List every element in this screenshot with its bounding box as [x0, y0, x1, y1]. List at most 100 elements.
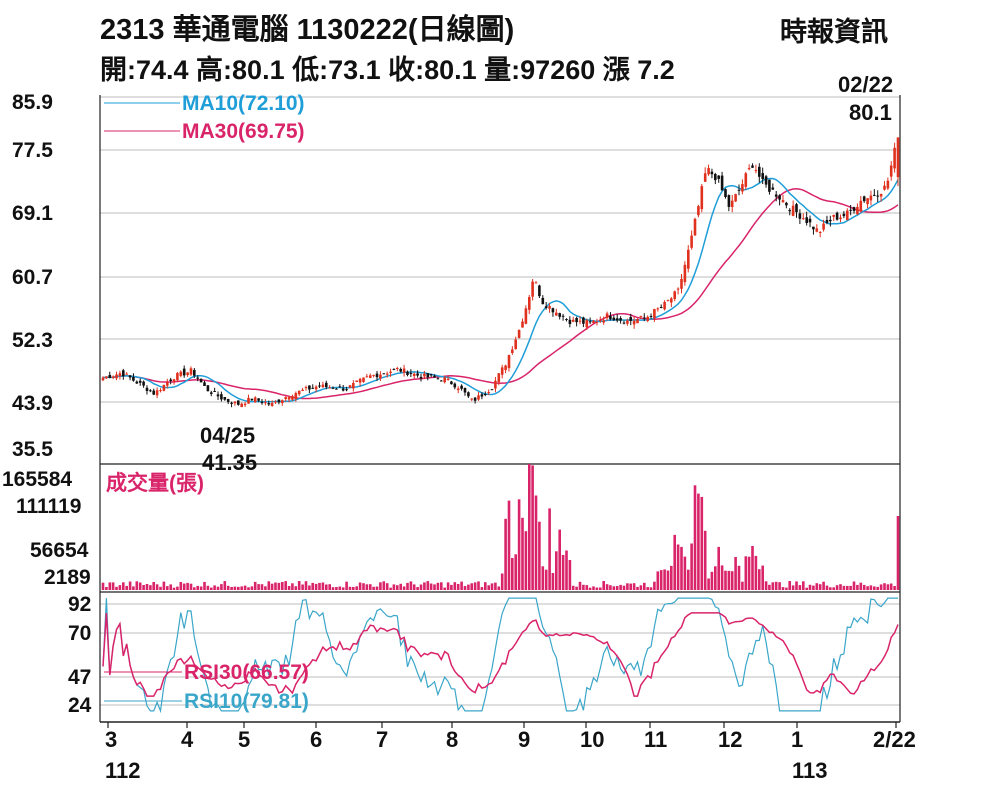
- candle-body: [602, 320, 605, 323]
- volume-bar: [352, 587, 355, 590]
- candle-body: [893, 147, 896, 169]
- rsi-tick-label: 47: [68, 666, 91, 689]
- candle-body: [582, 317, 585, 324]
- candle-body: [889, 165, 893, 177]
- volume-bar: [680, 546, 683, 590]
- volume-bar: [375, 586, 379, 590]
- candle-body: [325, 382, 328, 388]
- candle-body: [135, 381, 139, 384]
- volume-bar: [842, 585, 846, 590]
- volume-bar: [599, 587, 602, 590]
- volume-bar: [673, 534, 676, 590]
- candle-body: [314, 386, 318, 390]
- y-tick-label: 52.3: [12, 329, 53, 352]
- volume-bar: [856, 584, 859, 590]
- candle-body: [243, 403, 247, 406]
- volume-bar: [277, 582, 281, 590]
- volume-bar: [122, 582, 125, 590]
- volume-bar: [470, 583, 473, 590]
- chart-title: 2313 華通電腦 1130222(日線圖): [100, 14, 515, 46]
- candle-body: [125, 373, 128, 375]
- candle-body: [693, 218, 697, 236]
- candle-body: [443, 377, 446, 383]
- volume-bar: [744, 556, 748, 590]
- volume-bar: [281, 582, 284, 590]
- volume-bar: [362, 583, 365, 590]
- volume-bar: [700, 496, 704, 590]
- candle-body: [128, 375, 132, 378]
- candle-body: [588, 321, 592, 323]
- candle-body: [142, 381, 145, 386]
- volume-bar: [355, 586, 358, 590]
- x-tick-label: 12: [718, 727, 742, 752]
- volume-bar: [149, 585, 152, 590]
- candle-body: [846, 210, 849, 221]
- candle-body: [649, 316, 653, 317]
- volume-bar: [859, 582, 863, 590]
- volume-bar: [629, 583, 632, 590]
- volume-bar: [189, 583, 193, 590]
- candle-body: [375, 373, 379, 378]
- volume-bar: [524, 531, 528, 590]
- x-tick-label: 5: [238, 727, 250, 752]
- candle-body: [710, 171, 714, 175]
- candle-body: [216, 394, 220, 397]
- volume-bar: [494, 582, 497, 590]
- volume-bar: [778, 582, 781, 590]
- volume-bar: [720, 565, 724, 590]
- volume-bar: [636, 586, 639, 590]
- candle-body: [507, 355, 511, 369]
- candle-body: [440, 380, 443, 382]
- volume-bar: [311, 582, 314, 590]
- volume-bar: [169, 584, 172, 590]
- rsi30-legend: RSI30(66.57): [184, 661, 309, 684]
- candle-body: [879, 193, 883, 197]
- candle-body: [744, 173, 748, 187]
- volume-bar: [247, 587, 250, 590]
- candle-body: [717, 175, 720, 179]
- candle-body: [328, 387, 331, 389]
- volume-bar: [436, 582, 440, 590]
- y-tick-label: 35.5: [12, 438, 53, 461]
- volume-bar: [199, 586, 203, 590]
- volume-bar: [463, 586, 467, 590]
- volume-bar: [237, 586, 240, 590]
- candle-body: [781, 200, 785, 203]
- candle-body: [531, 281, 534, 297]
- volume-bar: [896, 516, 900, 590]
- candle-body: [494, 380, 497, 389]
- candle-body: [673, 291, 676, 299]
- candle-body: [318, 385, 321, 387]
- volume-bar: [548, 508, 551, 590]
- candle-body: [287, 397, 291, 400]
- volume-bar: [528, 464, 531, 590]
- candle-body: [304, 387, 308, 389]
- candle-body: [484, 394, 487, 395]
- volume-bar: [656, 571, 660, 590]
- candle-body: [575, 318, 578, 323]
- volume-bar: [440, 582, 443, 590]
- volume-bar: [602, 581, 605, 590]
- volume-bar: [162, 581, 166, 590]
- volume-bar: [186, 582, 189, 590]
- volume-bar: [155, 584, 159, 590]
- volume-bar: [325, 584, 328, 590]
- volume-bar: [338, 586, 342, 590]
- candle-body: [856, 206, 859, 215]
- candle-body: [172, 379, 176, 382]
- candle-body: [155, 390, 159, 396]
- volume-bar: [690, 543, 693, 590]
- volume-bar: [443, 587, 446, 590]
- volume-bar: [609, 585, 612, 590]
- candle-body: [534, 282, 538, 284]
- volume-bar: [578, 581, 582, 590]
- volume-bar: [270, 583, 274, 590]
- volume-bar: [118, 585, 122, 590]
- candle-body: [477, 395, 480, 400]
- volume-bar: [304, 581, 308, 590]
- moving-average-lines: [102, 177, 899, 403]
- candle-body: [751, 165, 754, 168]
- volume-bar: [632, 583, 636, 590]
- candle-body: [358, 378, 362, 383]
- x-year-label: 112: [105, 758, 141, 783]
